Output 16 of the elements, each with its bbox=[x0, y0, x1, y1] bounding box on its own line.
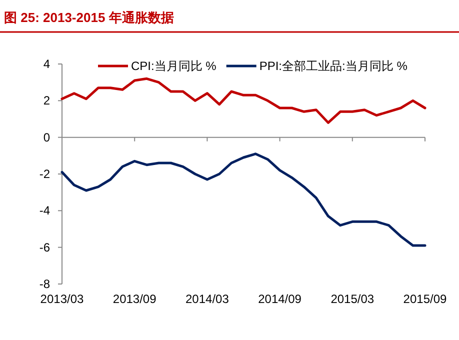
y-tick-label: -8 bbox=[39, 277, 50, 291]
legend-label: CPI:当月同比 % bbox=[131, 59, 217, 73]
y-tick-label: -6 bbox=[39, 240, 50, 254]
x-tick-label: 2015/03 bbox=[330, 292, 374, 306]
legend-label: PPI:全部工业品:当月同比 % bbox=[259, 59, 408, 73]
x-tick-label: 2014/03 bbox=[186, 292, 230, 306]
y-tick-label: -2 bbox=[39, 167, 50, 181]
y-tick-label: 2 bbox=[43, 94, 50, 108]
y-tick-label: 0 bbox=[43, 130, 50, 144]
x-tick-label: 2014/09 bbox=[258, 292, 302, 306]
y-tick-label: 4 bbox=[43, 57, 50, 71]
x-tick-label: 2013/03 bbox=[40, 292, 84, 306]
y-tick-label: -4 bbox=[39, 204, 50, 218]
x-tick-label: 2015/09 bbox=[403, 292, 448, 306]
title: 图 25: 2013-2015 年通胀数据 bbox=[4, 10, 174, 25]
x-tick-label: 2013/09 bbox=[112, 292, 157, 306]
